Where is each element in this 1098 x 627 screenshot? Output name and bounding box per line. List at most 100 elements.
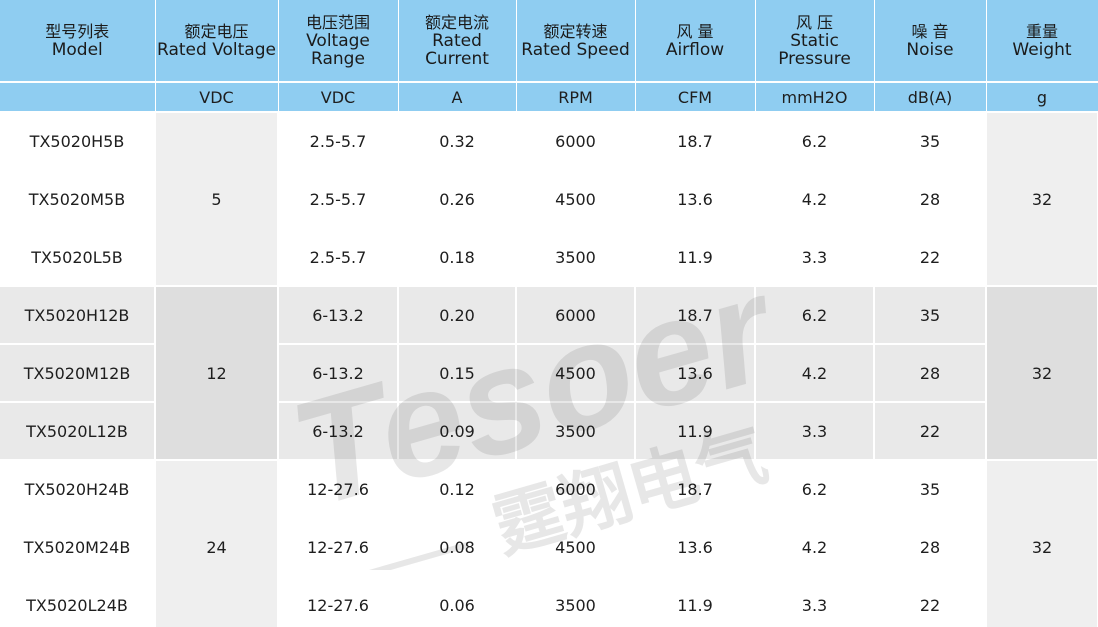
table-row: TX5020H5B 5 2.5-5.7 0.32 6000 18.7 6.2 3… — [0, 112, 1098, 287]
table-row: TX5020H24B 24 12-27.6 0.12 6000 18.7 6.2… — [0, 460, 1098, 627]
voltage-range-cell: 12-27.6 — [278, 518, 399, 577]
pressure-cell: 6.2 — [755, 460, 875, 519]
header-rated-speed: 额定转速 Rated Speed — [516, 0, 636, 83]
airflow-cell: 18.7 — [635, 286, 756, 345]
unit-cell: A — [398, 82, 517, 113]
unit-cell: RPM — [516, 82, 636, 113]
speed-cell: 4500 — [516, 518, 636, 577]
speed-cell: 6000 — [516, 286, 636, 345]
header-airflow: 风 量 Airflow — [635, 0, 756, 83]
noise-cell: 35 — [874, 460, 987, 519]
voltage-range-cell: 6-13.2 — [278, 344, 399, 403]
header-en-label: Weight — [1012, 39, 1072, 60]
noise-cell: 35 — [874, 112, 987, 171]
current-cell: 0.09 — [398, 402, 517, 461]
header-static-pressure: 风 压 Static Pressure — [755, 0, 875, 83]
speed-cell: 4500 — [516, 170, 636, 229]
noise-cell: 28 — [874, 170, 987, 229]
voltage-range-cell: 2.5-5.7 — [278, 170, 399, 229]
model-cell: TX5020L5B — [0, 228, 156, 287]
model-cell: TX5020M12B — [0, 344, 156, 403]
header-voltage-range: 电压范围 Voltage Range — [278, 0, 399, 83]
header-cn-label: 风 压 — [795, 12, 834, 32]
airflow-cell: 11.9 — [635, 228, 756, 287]
header-rated-current: 额定电流 Rated Current — [398, 0, 517, 83]
speed-cell: 3500 — [516, 576, 636, 627]
table-row: TX5020L12B 6-13.2 0.09 3500 11.9 3.3 22 — [0, 402, 1098, 461]
voltage-range-cell: 2.5-5.7 — [278, 112, 399, 171]
voltage-range-cell: 6-13.2 — [278, 286, 399, 345]
noise-cell: 28 — [874, 518, 987, 577]
airflow-cell: 18.7 — [635, 112, 756, 171]
pressure-cell: 3.3 — [755, 576, 875, 627]
model-cell: TX5020M5B — [0, 170, 156, 229]
weight-cell: 32 — [986, 112, 1098, 287]
airflow-cell: 13.6 — [635, 170, 756, 229]
current-cell: 0.06 — [398, 576, 517, 627]
header-noise: 噪 音 Noise — [874, 0, 987, 83]
header-en-label: Noise — [906, 39, 954, 60]
table-row: TX5020M24B 12-27.6 0.08 4500 13.6 4.2 28 — [0, 518, 1098, 577]
pressure-cell: 6.2 — [755, 112, 875, 171]
noise-cell: 22 — [874, 576, 987, 627]
noise-cell: 28 — [874, 344, 987, 403]
table-row: TX5020H12B 12 6-13.2 0.20 6000 18.7 6.2 … — [0, 286, 1098, 461]
header-model: 型号列表 Model — [0, 0, 156, 83]
airflow-cell: 11.9 — [635, 576, 756, 627]
rated-voltage-cell: 5 — [155, 112, 279, 287]
voltage-range-cell: 6-13.2 — [278, 402, 399, 461]
table-row: TX5020M12B 6-13.2 0.15 4500 13.6 4.2 28 — [0, 344, 1098, 403]
voltage-range-cell: 2.5-5.7 — [278, 228, 399, 287]
header-en-label: Airflow — [665, 39, 725, 60]
pressure-cell: 4.2 — [755, 518, 875, 577]
airflow-cell: 13.6 — [635, 518, 756, 577]
header-en-label: Static Pressure — [778, 30, 851, 69]
unit-cell: VDC — [278, 82, 399, 113]
speed-cell: 6000 — [516, 112, 636, 171]
header-cn-label: 额定转速 — [543, 21, 608, 41]
header-cn-label: 电压范围 — [305, 12, 370, 32]
rated-voltage-cell: 12 — [155, 286, 279, 461]
noise-cell: 35 — [874, 286, 987, 345]
pressure-cell: 4.2 — [755, 170, 875, 229]
header-en-label: Rated Current — [425, 30, 489, 69]
voltage-range-cell: 12-27.6 — [278, 460, 399, 519]
table-row: TX5020M5B 2.5-5.7 0.26 4500 13.6 4.2 28 — [0, 170, 1098, 229]
header-rated-voltage: 额定电压 Rated Voltage — [155, 0, 279, 83]
model-cell: TX5020L24B — [0, 576, 156, 627]
speed-cell: 3500 — [516, 402, 636, 461]
unit-cell — [0, 82, 156, 113]
noise-cell: 22 — [874, 228, 987, 287]
table-row: TX5020L24B 12-27.6 0.06 3500 11.9 3.3 22 — [0, 576, 1098, 627]
unit-cell: VDC — [155, 82, 279, 113]
noise-cell: 22 — [874, 402, 987, 461]
pressure-cell: 4.2 — [755, 344, 875, 403]
rated-voltage-cell: 24 — [155, 460, 279, 627]
airflow-cell: 13.6 — [635, 344, 756, 403]
voltage-range-cell: 12-27.6 — [278, 576, 399, 627]
current-cell: 0.12 — [398, 460, 517, 519]
weight-cell: 32 — [986, 460, 1098, 627]
model-cell: TX5020H5B — [0, 112, 156, 171]
header-cn-label: 风 量 — [676, 21, 714, 41]
unit-cell: dB(A) — [874, 82, 987, 113]
current-cell: 0.20 — [398, 286, 517, 345]
header-en-label: Rated Voltage — [157, 39, 276, 60]
model-cell: TX5020H24B — [0, 460, 156, 519]
airflow-cell: 11.9 — [635, 402, 756, 461]
current-cell: 0.32 — [398, 112, 517, 171]
current-cell: 0.15 — [398, 344, 517, 403]
model-cell: TX5020L12B — [0, 402, 156, 461]
weight-cell: 32 — [986, 286, 1098, 461]
unit-cell: CFM — [635, 82, 756, 113]
pressure-cell: 3.3 — [755, 228, 875, 287]
pressure-cell: 6.2 — [755, 286, 875, 345]
speed-cell: 6000 — [516, 460, 636, 519]
header-cn-label: 重量 — [1025, 21, 1058, 41]
header-cn-label: 型号列表 — [45, 21, 110, 41]
speed-cell: 3500 — [516, 228, 636, 287]
current-cell: 0.26 — [398, 170, 517, 229]
pressure-cell: 3.3 — [755, 402, 875, 461]
